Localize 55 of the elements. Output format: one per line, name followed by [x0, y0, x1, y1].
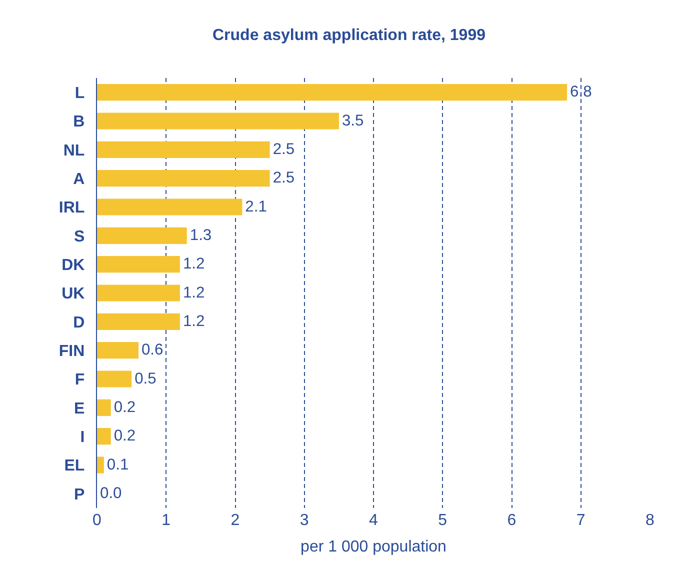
- bar: [97, 399, 111, 416]
- data-label: 0.0: [100, 485, 122, 502]
- data-label: 0.2: [114, 428, 136, 445]
- y-tick-label: NL: [63, 142, 85, 160]
- data-label: 1.2: [182, 313, 205, 330]
- y-tick-label: F: [74, 372, 85, 389]
- bar: [97, 170, 270, 187]
- data-label: 0.2: [114, 399, 136, 416]
- bar: [97, 428, 111, 445]
- x-tick-label: 1: [162, 512, 171, 529]
- x-tick-label: 7: [576, 512, 586, 529]
- bar: [97, 342, 138, 359]
- y-tick-label: A: [73, 170, 86, 188]
- bar: [97, 112, 339, 130]
- bar: [97, 198, 242, 216]
- bar: [97, 227, 187, 244]
- data-label: 3.5: [342, 112, 364, 130]
- y-tick-label: FIN: [58, 342, 85, 360]
- x-tick-label: 2: [230, 512, 240, 529]
- y-tick-label: E: [74, 400, 86, 418]
- data-label: 2.5: [272, 170, 295, 187]
- x-tick-label: 3: [300, 512, 309, 529]
- y-tick-label: I: [80, 428, 85, 446]
- y-tick-label: DK: [62, 256, 86, 274]
- y-tick-label: D: [73, 314, 85, 332]
- bar: [97, 313, 180, 330]
- bar: [97, 84, 568, 101]
- bar: [97, 141, 270, 158]
- y-tick-label: UK: [62, 286, 86, 303]
- x-tick-label: 8: [646, 512, 655, 529]
- data-label: 2.1: [245, 198, 267, 216]
- y-tick-label: S: [74, 228, 86, 246]
- data-label: 1.2: [182, 284, 205, 302]
- data-label: 0.6: [141, 342, 164, 359]
- y-tick-label: B: [73, 114, 85, 131]
- data-label: 0.5: [134, 370, 157, 388]
- x-tick-label: 4: [369, 512, 378, 529]
- y-tick-label: P: [74, 486, 86, 504]
- y-tick-label: L: [74, 84, 85, 102]
- bar: [97, 284, 180, 302]
- y-tick-label: IRL: [58, 200, 85, 217]
- data-label: 2.5: [272, 141, 295, 158]
- chart-title: Crude asylum application rate, 1999: [212, 26, 486, 44]
- bar: [97, 370, 132, 388]
- data-label: 6.8: [570, 84, 592, 101]
- data-label: 1.3: [190, 227, 212, 244]
- bar: [97, 456, 104, 474]
- x-tick-label: 5: [438, 512, 448, 529]
- y-tick-label: EL: [64, 458, 85, 475]
- data-label: 1.2: [182, 256, 205, 273]
- x-tick-label: 6: [507, 512, 516, 529]
- data-label: 0.1: [106, 456, 129, 474]
- bar: [97, 256, 180, 273]
- x-axis-title: per 1 000 population: [300, 538, 446, 556]
- x-tick-label: 0: [92, 512, 102, 529]
